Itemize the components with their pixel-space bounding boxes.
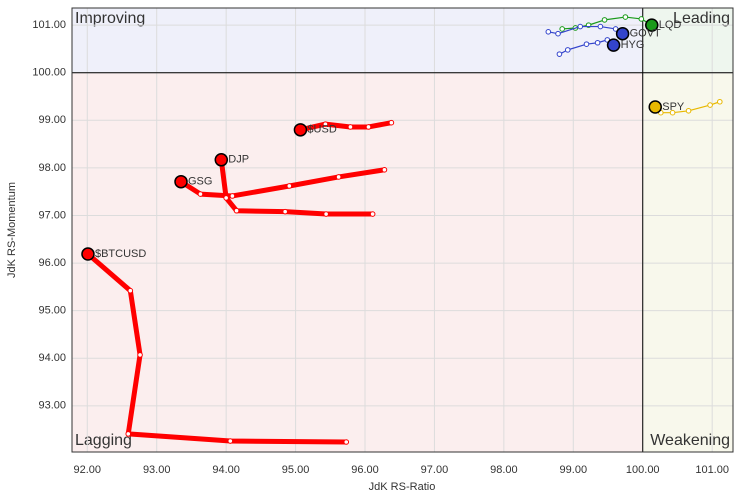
y-tick-label: 95.00 [38,305,66,317]
tail-point [559,26,565,32]
head-point [293,123,308,137]
x-tick-label: 94.00 [212,464,240,476]
tail-point [137,352,143,358]
series-label: GOVT [630,28,661,40]
y-tick-label: 96.00 [38,257,66,269]
tail-point [223,195,229,201]
tail-point [597,23,604,30]
x-tick-label: 101.00 [695,464,729,476]
tail-point [381,167,388,173]
tail-point [125,431,132,437]
series-label: DJP [228,154,249,166]
quadrant [72,8,643,73]
tail-point [197,191,204,197]
tail-point [282,208,288,215]
series-label: $BTCUSD [95,248,146,260]
x-axis-label: JdK RS-Ratio [369,481,436,493]
quadrant [642,72,733,452]
quadrant-label: Weakening [650,432,730,449]
quadrant-label: Lagging [75,432,132,449]
y-axis-label: JdK RS-Momentum [6,182,18,278]
series-label: LQD [659,19,682,31]
tail-point [335,174,342,180]
quadrant [72,72,643,452]
tail-point [669,109,676,116]
y-tick-label: 93.00 [38,400,66,412]
tail-point [127,287,134,294]
tail-point [594,39,601,46]
plot-frame [71,7,734,453]
tail [178,167,387,199]
series-label: SPY [662,101,685,113]
head-point [648,100,662,114]
series-label: HYG [621,39,645,51]
x-tick-label: 92.00 [74,464,102,476]
tail-point [286,183,293,189]
tail-point [622,14,629,20]
tail-point [227,438,234,444]
y-tick-label: 100.00 [32,67,66,79]
head-point [645,18,659,32]
tail-point [233,207,240,214]
tail-point [555,30,561,37]
tail [85,251,349,445]
tail-point [347,124,354,130]
tail-point [717,98,723,105]
tail [218,157,376,217]
x-tick-label: 98.00 [490,464,518,476]
head-point [615,26,630,41]
tail-point [322,121,329,127]
quadrant [642,8,733,73]
tail-point [583,41,590,47]
tail-point [343,439,350,445]
head-point [81,247,95,261]
series-label: GSG [188,176,212,188]
y-tick-label: 97.00 [38,209,66,221]
y-tick-label: 101.00 [32,19,66,31]
head-point [606,38,621,52]
tail-point [545,28,552,35]
x-tick-label: 93.00 [143,464,171,476]
x-tick-label: 97.00 [421,464,449,476]
tail-point [388,119,395,126]
tail-point [229,193,236,199]
tail-point [323,211,329,217]
x-tick-label: 99.00 [560,464,588,476]
tail-point [556,51,563,57]
series-label: $USD [307,124,336,136]
x-tick-label: 95.00 [282,464,310,476]
quadrant-label: Improving [75,10,145,27]
tail-point [707,102,713,108]
x-tick-label: 96.00 [351,464,379,476]
tail-point [638,16,645,22]
y-tick-label: 98.00 [38,162,66,174]
y-tick-label: 94.00 [38,352,66,364]
head-point [174,174,188,189]
tail-point [365,124,372,130]
tail-point [369,211,376,217]
x-tick-label: 100.00 [626,464,660,476]
tail-point [601,17,608,23]
quadrant-label: Leading [673,10,730,27]
y-tick-label: 99.00 [38,114,66,126]
tail-point [564,47,571,53]
tail-point [577,23,584,30]
head-point [214,153,229,167]
tail-point [685,107,692,114]
